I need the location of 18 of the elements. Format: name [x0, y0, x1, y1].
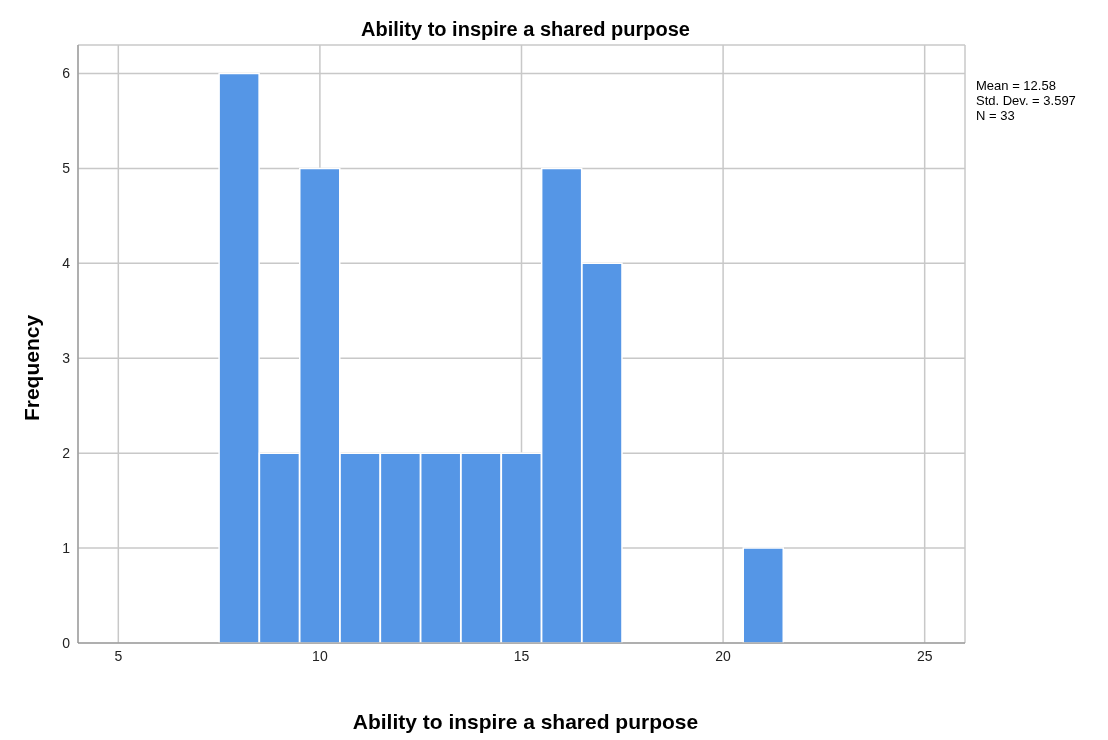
x-tick-label: 25	[916, 647, 933, 664]
y-tick-label: 1	[62, 540, 71, 557]
x-tick-label: 20	[715, 647, 732, 664]
text: N = 33	[976, 108, 1016, 123]
y-tick-label: 3	[62, 350, 71, 367]
y-tick-label: 2	[62, 445, 71, 462]
y-tick-label: 6	[62, 65, 71, 82]
x-tick-label: 10	[312, 647, 328, 664]
y-tick-label: 4	[62, 255, 71, 272]
x-tick-label: 15	[513, 647, 530, 664]
y-tick-label: 5	[62, 160, 71, 177]
x-axis-title: Ability to inspire a shared purpose	[351, 710, 700, 734]
y-axis-title: Frequency	[20, 314, 44, 422]
text: Std. Dev. = 3.597	[976, 93, 1076, 108]
y-tick-label: 0	[62, 634, 71, 651]
chart-title: Ability to inspire a shared purpose	[360, 18, 691, 41]
x-tick-label: 5	[114, 647, 123, 664]
text: Mean = 12.58	[976, 78, 1057, 93]
